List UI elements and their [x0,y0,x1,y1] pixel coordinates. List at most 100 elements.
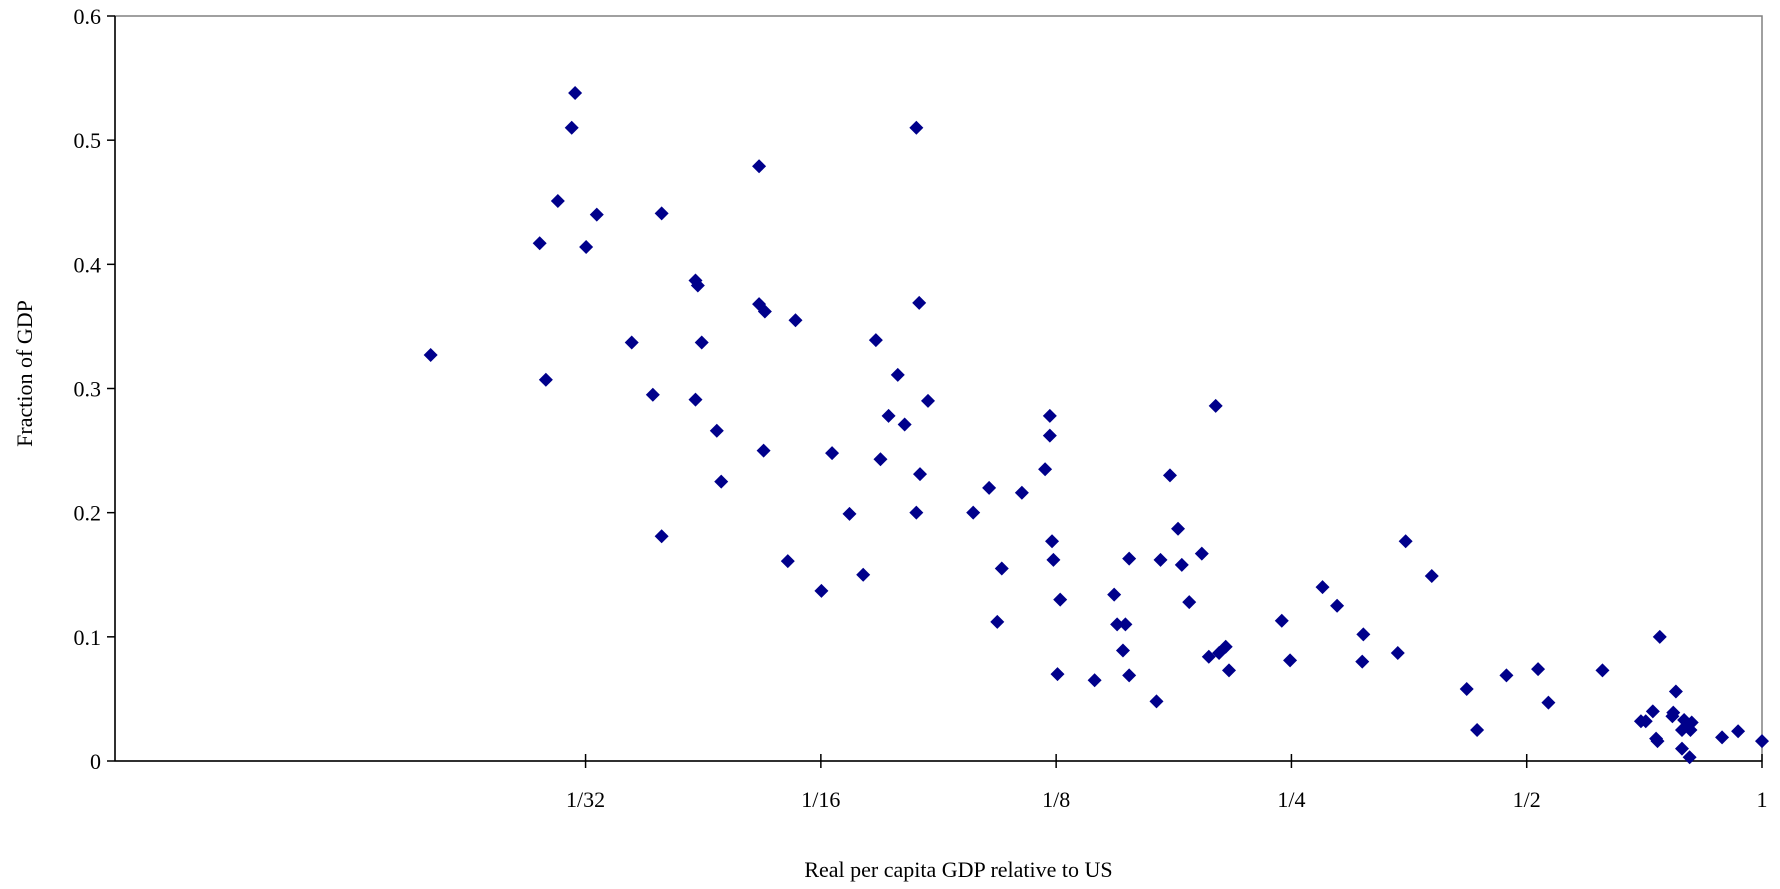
data-point [1110,617,1125,632]
y-tick-label: 0.1 [74,625,102,650]
data-point [1122,551,1137,566]
data-point [1541,695,1556,710]
data-point [1499,668,1514,683]
data-point [1715,730,1730,745]
data-point [1171,521,1186,536]
data-point [1194,546,1209,561]
data-point [1652,629,1667,644]
data-point [966,505,981,520]
data-point [1459,681,1474,696]
data-point [654,206,669,221]
data-point [1595,663,1610,678]
data-point [550,194,565,209]
data-point [890,367,905,382]
data-point [1470,722,1485,737]
data-point [532,236,547,251]
data-point [994,561,1009,576]
data-point [756,443,771,458]
data-point [881,408,896,423]
data-point [909,120,924,135]
data-point [757,304,772,319]
x-axis-title: Real per capita GDP relative to US [804,857,1112,882]
data-point [1046,552,1061,567]
plot-area [114,15,1763,762]
data-point [1731,724,1746,739]
x-tick-label: 1/32 [566,787,605,812]
data-point [1315,580,1330,595]
data-point [1153,552,1168,567]
data-point [688,392,703,407]
data-points [423,85,1769,765]
data-point [1118,617,1133,632]
data-point [568,85,583,100]
data-point [1666,705,1681,720]
data-point [694,335,709,350]
data-point [1283,653,1298,668]
data-point [1162,468,1177,483]
data-point [780,554,795,569]
data-point [1424,568,1439,583]
data-point [709,423,724,438]
data-point [1042,428,1057,443]
data-point [1208,398,1223,413]
data-point [1755,734,1769,749]
data-point [654,529,669,544]
data-point [1274,613,1289,628]
data-point [1149,694,1164,709]
data-point [1038,462,1053,477]
data-point [897,417,912,432]
data-point [1087,673,1102,688]
data-point [1356,627,1371,642]
data-point [1122,668,1137,683]
data-point [1638,714,1653,729]
data-point [714,474,729,489]
data-point [1682,750,1697,765]
data-point [856,567,871,582]
data-point [1645,704,1660,719]
x-tick-label: 1 [1757,787,1768,812]
data-point [921,393,936,408]
data-point [814,583,829,598]
data-point [1014,485,1029,500]
data-point [1042,408,1057,423]
data-point [990,614,1005,629]
y-tick-label: 0.6 [74,4,102,29]
x-tick-label: 1/8 [1042,787,1070,812]
x-tick-label: 1/2 [1513,787,1541,812]
data-point [1182,595,1197,610]
data-point [1674,741,1689,756]
y-tick-label: 0.4 [74,252,102,277]
data-point [1330,598,1345,613]
data-point [912,467,927,482]
data-point [1531,662,1546,677]
data-point [788,313,803,328]
y-tick-label: 0.5 [74,128,102,153]
data-point [1053,592,1068,607]
x-tick-label: 1/16 [801,787,840,812]
y-tick-label: 0.3 [74,377,102,402]
data-point [1668,684,1683,699]
data-point [909,505,924,520]
data-point [1390,645,1405,660]
data-point [1218,639,1233,654]
y-tick-label: 0 [90,749,101,774]
data-point [1684,715,1699,730]
data-point [1650,734,1665,749]
data-point [1355,654,1370,669]
axis-labels: 0 0.1 0.2 0.3 0.4 0.5 0.6 1/32 1/16 1/8 1/4 1/2 1 Rea… [12,4,1768,882]
data-point [842,506,857,521]
axes [107,15,1763,768]
data-point [538,372,553,387]
y-tick-label: 0.2 [74,501,102,526]
data-point [1398,534,1413,549]
data-point [1115,643,1130,658]
data-point [1174,557,1189,572]
data-point [873,452,888,467]
data-point [690,278,705,293]
data-point [825,446,840,461]
data-point [1107,587,1122,602]
data-point [624,335,639,350]
data-point [868,333,883,348]
data-point [1045,534,1060,549]
